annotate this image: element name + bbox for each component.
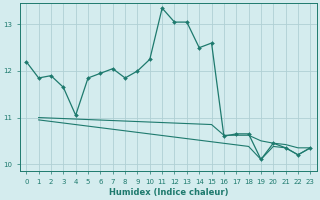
X-axis label: Humidex (Indice chaleur): Humidex (Indice chaleur) (108, 188, 228, 197)
